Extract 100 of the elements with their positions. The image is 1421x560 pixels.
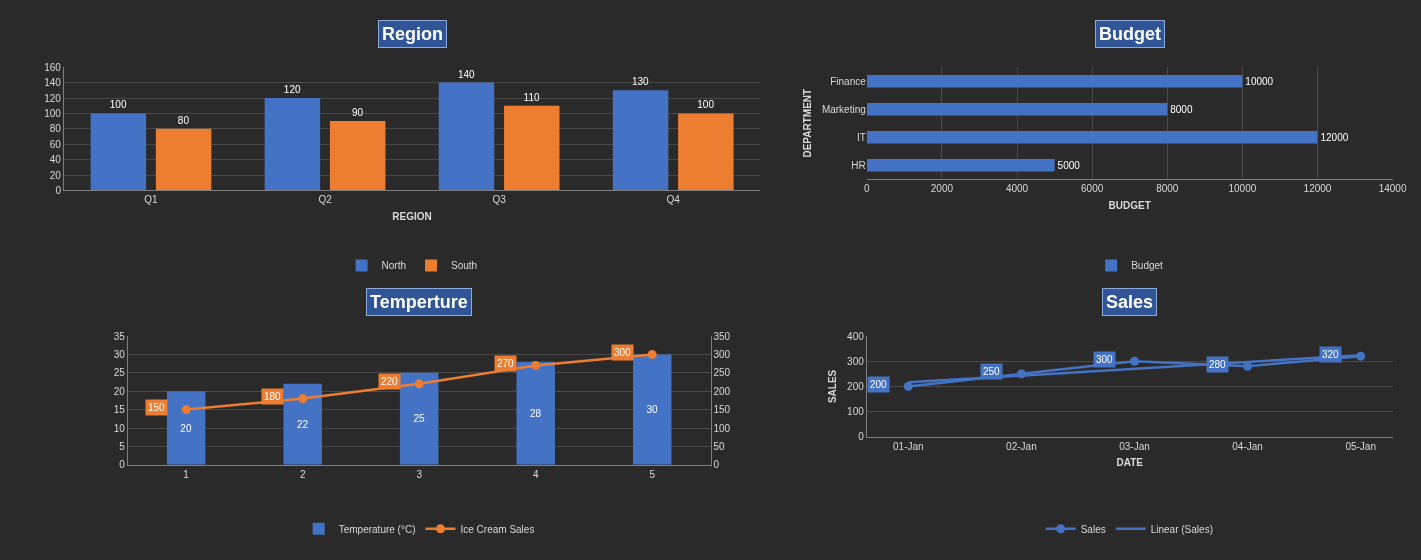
y-tick-label: 0 (119, 459, 126, 471)
x-tick-label: 6000 (1081, 183, 1104, 195)
x-tick-label: 5 (649, 468, 656, 480)
y2-tick-label: 0 (713, 459, 720, 471)
data-label: 8000 (1170, 103, 1193, 115)
data-label: 25 (413, 413, 425, 425)
y2-tick-label: 150 (713, 404, 731, 416)
x-axis-title: REGION (392, 210, 432, 222)
data-label: 270 (497, 358, 515, 369)
data-label: 28 (529, 407, 542, 419)
y-tick-label: 15 (113, 404, 126, 416)
point (298, 394, 308, 404)
point (1129, 356, 1139, 366)
y2-tick-label: 200 (713, 385, 731, 397)
legend-label: Temperature (°C) (338, 523, 416, 535)
y-tick-label: 300 (847, 355, 865, 367)
y-tick-label: 0 (858, 431, 865, 443)
data-label: 22 (296, 418, 309, 430)
data-label: 20 (180, 422, 192, 434)
point (414, 379, 424, 389)
data-label: 140 (457, 68, 476, 80)
y-tick-label: 160 (44, 61, 62, 73)
data-label: 5000 (1057, 159, 1081, 171)
point (903, 381, 913, 391)
data-label: 200 (870, 379, 888, 390)
bar (866, 130, 1318, 144)
y-tick-label: 100 (44, 107, 62, 119)
bar (866, 74, 1243, 88)
bar (516, 361, 555, 465)
bar (866, 158, 1055, 172)
data-label: 180 (264, 391, 282, 402)
bar (399, 372, 439, 465)
data-label: 150 (148, 402, 166, 413)
x-axis-title: BUDGET (1108, 199, 1151, 211)
y-tick-label: 30 (113, 348, 126, 360)
data-label: 250 (983, 366, 1001, 377)
x-tick-label: Q4 (666, 194, 681, 206)
y-tick-label: 10 (113, 422, 126, 434)
data-label: 130 (632, 76, 650, 88)
x-tick-label: 14000 (1378, 183, 1407, 195)
y-tick-label: 100 (847, 406, 865, 418)
y-tick-label: HR (851, 159, 866, 171)
x-tick-label: 04-Jan (1232, 440, 1263, 452)
x-tick-label: 03-Jan (1119, 440, 1150, 452)
y-tick-label: Marketing (821, 103, 866, 115)
point (181, 405, 191, 415)
bar (166, 391, 206, 465)
x-tick-label: 2000 (930, 183, 954, 195)
y-axis-title: DEPARTMENT (801, 88, 813, 158)
bar (612, 90, 669, 191)
y2-tick-label: 50 (713, 440, 726, 452)
chart-title: Sales (1106, 292, 1154, 312)
bar (438, 82, 495, 191)
y-tick-label: 20 (113, 385, 126, 397)
y-tick-label: 400 (847, 330, 865, 342)
legend-label: Linear (Sales) (1150, 523, 1213, 535)
y2-tick-label: 300 (713, 348, 731, 360)
x-tick-label: Q2 (318, 194, 333, 206)
data-label: 110 (523, 91, 540, 103)
x-tick-label: 3 (416, 468, 423, 480)
y-tick-label: 60 (49, 138, 62, 150)
data-label: 30 (646, 404, 659, 416)
point (531, 360, 541, 370)
chart-title: Temperture (370, 292, 468, 312)
x-tick-label: 10000 (1228, 183, 1257, 195)
bar (155, 128, 212, 191)
data-label: 90 (351, 107, 364, 119)
y2-tick-label: 250 (713, 367, 731, 379)
x-tick-label: 1 (183, 468, 190, 480)
bar (504, 105, 560, 191)
bar (283, 383, 322, 465)
x-tick-label: 8000 (1156, 183, 1179, 195)
y-tick-label: 25 (113, 367, 126, 379)
data-label: 300 (614, 347, 632, 358)
legend-label: Ice Cream Sales (460, 523, 535, 535)
bar (264, 98, 321, 191)
y-tick-label: 80 (49, 123, 62, 135)
data-label: 12000 (1320, 131, 1349, 143)
y-tick-label: IT (856, 131, 866, 143)
bar (866, 102, 1168, 116)
legend-label: Budget (1131, 260, 1164, 272)
x-tick-label: 05-Jan (1345, 440, 1376, 452)
data-label: 280 (1209, 359, 1227, 370)
data-label: 100 (697, 99, 715, 111)
x-tick-label: Q1 (144, 194, 159, 206)
x-tick-label: 4000 (1005, 183, 1029, 195)
y-tick-label: 35 (113, 330, 126, 342)
y-tick-label: 20 (49, 169, 62, 181)
legend-label: North (381, 260, 407, 272)
bar (90, 113, 147, 191)
data-label: 120 (283, 84, 301, 95)
legend-label: Sales (1080, 523, 1106, 535)
x-tick-label: 2 (299, 468, 306, 480)
data-label: 320 (1322, 349, 1340, 360)
x-tick-label: 01-Jan (893, 440, 924, 452)
x-tick-label: 4 (532, 468, 539, 480)
x-tick-label: 02-Jan (1006, 440, 1037, 452)
data-label: 10000 (1245, 75, 1274, 87)
x-tick-label: Q3 (492, 194, 507, 206)
y2-tick-label: 350 (713, 330, 731, 342)
